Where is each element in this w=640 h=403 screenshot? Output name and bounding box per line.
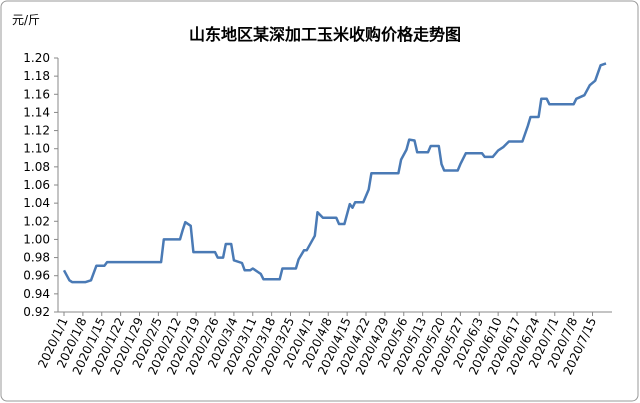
- y-tick-label: 1.00: [23, 232, 50, 246]
- price-line: [62, 62, 607, 284]
- y-axis-label: 元/斤: [12, 13, 40, 27]
- y-tick-label: 1.10: [23, 142, 50, 156]
- chart-title: 山东地区某深加工玉米收购价格走势图: [189, 25, 461, 44]
- y-tick-label: 0.96: [23, 269, 50, 283]
- y-tick-label: 1.06: [23, 178, 50, 192]
- y-tick-label: 1.12: [23, 124, 50, 138]
- y-tick-label: 1.04: [23, 196, 50, 210]
- y-tick-label: 0.94: [23, 287, 50, 301]
- y-tick-label: 1.08: [23, 160, 50, 174]
- y-tick-label: 1.14: [23, 105, 50, 119]
- y-tick-label: 0.92: [23, 305, 50, 319]
- y-tick-label: 1.16: [23, 87, 50, 101]
- y-tick-label: 1.18: [23, 69, 50, 83]
- y-tick-label: 0.98: [23, 251, 50, 265]
- y-tick-label: 1.20: [23, 51, 50, 65]
- y-tick-label: 1.02: [23, 214, 50, 228]
